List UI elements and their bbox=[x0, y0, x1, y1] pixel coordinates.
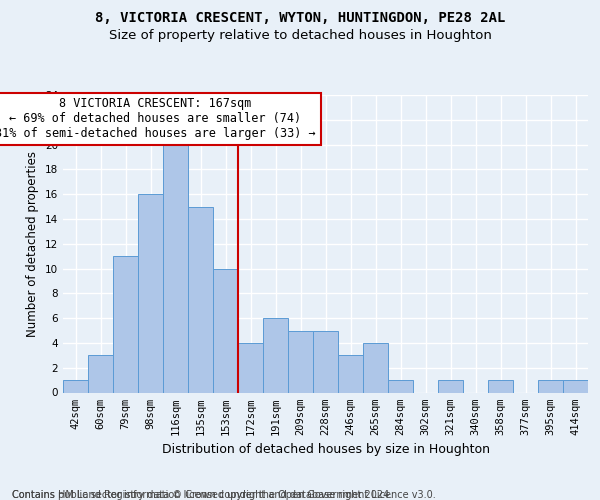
Bar bbox=[188, 206, 213, 392]
Bar bbox=[488, 380, 513, 392]
Bar bbox=[313, 330, 338, 392]
Bar bbox=[263, 318, 288, 392]
Bar bbox=[338, 356, 363, 393]
Bar bbox=[163, 144, 188, 392]
Bar bbox=[88, 356, 113, 393]
Text: Size of property relative to detached houses in Houghton: Size of property relative to detached ho… bbox=[109, 29, 491, 42]
Bar bbox=[438, 380, 463, 392]
Bar bbox=[113, 256, 138, 392]
Text: 8, VICTORIA CRESCENT, WYTON, HUNTINGDON, PE28 2AL: 8, VICTORIA CRESCENT, WYTON, HUNTINGDON,… bbox=[95, 12, 505, 26]
Bar bbox=[238, 343, 263, 392]
Text: Contains public sector information licensed under the Open Government Licence v3: Contains public sector information licen… bbox=[12, 478, 436, 500]
X-axis label: Distribution of detached houses by size in Houghton: Distribution of detached houses by size … bbox=[161, 443, 490, 456]
Bar bbox=[563, 380, 588, 392]
Text: 8 VICTORIA CRESCENT: 167sqm
← 69% of detached houses are smaller (74)
31% of sem: 8 VICTORIA CRESCENT: 167sqm ← 69% of det… bbox=[0, 98, 316, 140]
Bar bbox=[213, 268, 238, 392]
Bar bbox=[363, 343, 388, 392]
Bar bbox=[138, 194, 163, 392]
Bar bbox=[538, 380, 563, 392]
Bar bbox=[63, 380, 88, 392]
Bar bbox=[388, 380, 413, 392]
Text: Contains HM Land Registry data © Crown copyright and database right 2024.: Contains HM Land Registry data © Crown c… bbox=[12, 490, 392, 500]
Bar bbox=[288, 330, 313, 392]
Y-axis label: Number of detached properties: Number of detached properties bbox=[26, 151, 40, 337]
